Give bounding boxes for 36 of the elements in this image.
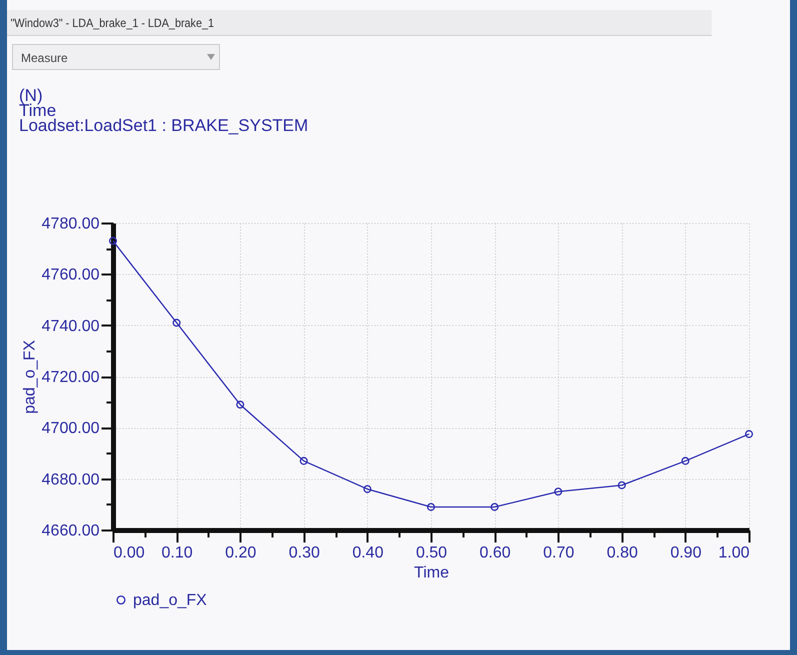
point [744, 430, 754, 438]
text: Measure [21, 51, 68, 65]
x-tick-label: 0.30 [288, 544, 320, 562]
y-tick-label: 4680.00 [42, 471, 100, 488]
y-tick-label: 4700.00 [42, 420, 100, 438]
x-tick-label: 0.40 [352, 544, 384, 562]
x-tick-label: 1.00 [718, 544, 750, 562]
y-tick-label: 4780.00 [42, 216, 100, 232]
point [426, 502, 436, 511]
legend-label: pad_o_FX [133, 592, 208, 609]
x-tick-label: 0.60 [480, 544, 511, 562]
text: (N) [19, 86, 43, 105]
y-tick-label: 4760.00 [42, 266, 100, 284]
x-tick-label: 0.70 [543, 544, 574, 562]
point [490, 502, 499, 511]
x-tick-label: 0.00 [114, 544, 145, 562]
y-tick-label: 4720.00 [42, 369, 100, 386]
point [681, 456, 690, 465]
x-tick-label: 0.50 [416, 544, 448, 562]
y-axis-title: pad_o_FX [22, 340, 39, 414]
point [300, 456, 308, 465]
point [554, 488, 562, 496]
x-tick-label: 0.20 [225, 544, 256, 562]
y-tick-label: 4660.00 [42, 522, 100, 540]
x-tick-label: 0.80 [606, 544, 638, 562]
point [172, 318, 181, 327]
point [108, 236, 118, 245]
x-tick-label: 0.90 [670, 544, 702, 562]
x-axis-title: Time [414, 564, 450, 582]
y-tick-label: 4740.00 [42, 318, 100, 335]
x-tick-label: 0.10 [162, 544, 193, 562]
point [363, 485, 372, 494]
point [618, 481, 626, 490]
point [236, 400, 244, 409]
text: "Window3" - LDA_brake_1 - LDA_brake_1 [7, 10, 712, 36]
text: Loadset:LoadSet1 : BRAKE_SYSTEM [19, 116, 308, 135]
